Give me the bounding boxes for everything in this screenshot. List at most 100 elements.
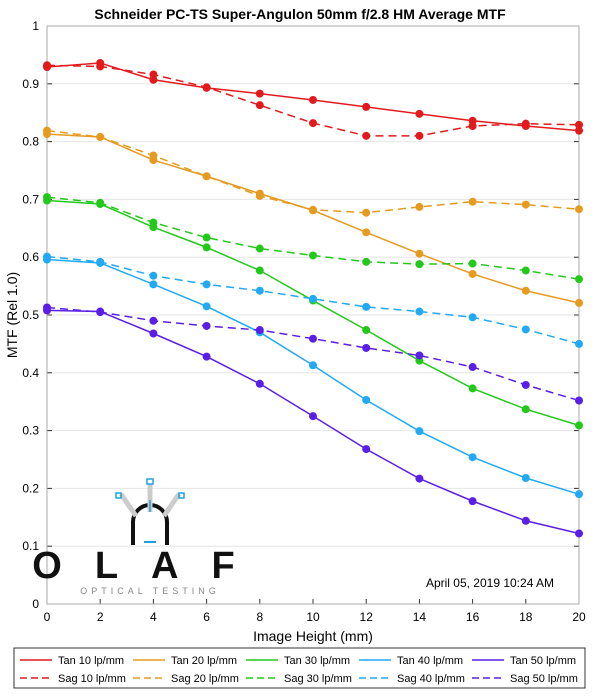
series-sag-30-lp-mm	[43, 193, 583, 284]
legend-entry: Sag 20 lp/mm	[171, 673, 239, 685]
y-tick-label: 0.3	[22, 424, 39, 438]
data-point	[309, 205, 317, 214]
legend-entry: Tan 10 lp/mm	[58, 655, 124, 667]
data-point	[575, 529, 583, 538]
y-tick-label: 0.7	[22, 192, 39, 206]
data-point	[309, 334, 317, 343]
data-point	[575, 275, 583, 284]
y-tick-label: 0.2	[22, 481, 39, 495]
series-line	[46, 306, 580, 402]
legend-entry: Tan 50 lp/mm	[510, 655, 576, 667]
data-point	[521, 380, 530, 389]
data-point	[43, 193, 51, 202]
x-tick-label: 2	[97, 610, 104, 624]
y-tick-label: 0	[32, 597, 39, 611]
data-point	[202, 172, 211, 181]
series-sag-10-lp-mm	[43, 61, 583, 140]
data-point	[309, 251, 317, 260]
legend: Tan 10 lp/mm Tan 20 lp/mm Tan 30 lp/mm Tan …	[13, 647, 586, 689]
x-tick-label: 10	[306, 610, 320, 624]
data-point	[96, 62, 105, 71]
data-point	[415, 351, 424, 360]
olaf-logo: OLAF OPTICAL TESTING	[32, 478, 267, 596]
data-point	[521, 325, 530, 334]
data-point	[362, 302, 371, 311]
series-sag-40-lp-mm	[43, 252, 583, 348]
data-point	[575, 205, 583, 214]
data-point	[521, 286, 530, 295]
data-point	[362, 257, 371, 266]
data-point	[521, 119, 530, 128]
x-tick-label: 6	[203, 610, 210, 624]
y-tick-label: 0.9	[22, 77, 39, 91]
legend-entry: Tan 20 lp/mm	[171, 655, 237, 667]
x-tick-label: 4	[150, 610, 157, 624]
data-point	[415, 307, 424, 316]
legend-entry: Sag 40 lp/mm	[397, 673, 465, 685]
plot-frame	[46, 25, 580, 605]
data-point	[149, 218, 158, 227]
data-point	[362, 326, 371, 335]
y-tick-label: 1	[32, 19, 39, 33]
x-tick-label: 8	[256, 610, 263, 624]
legend-entry: Sag 50 lp/mm	[510, 673, 578, 685]
data-point	[149, 151, 158, 160]
series-sag-20-lp-mm	[43, 126, 583, 217]
series-line	[46, 255, 580, 345]
data-point	[202, 243, 211, 252]
data-point	[575, 339, 583, 348]
x-tick-label: 20	[572, 610, 586, 624]
data-point	[468, 313, 477, 322]
series-lines	[43, 58, 583, 538]
data-point	[575, 126, 583, 135]
data-point	[202, 280, 211, 289]
data-point	[362, 343, 371, 352]
data-point	[415, 202, 424, 211]
data-point	[43, 303, 51, 312]
data-point	[202, 233, 211, 242]
logo-tagline: OPTICAL TESTING	[80, 586, 220, 596]
x-tick-label: 14	[413, 610, 427, 624]
data-point	[362, 395, 371, 404]
grid: 00.10.20.30.40.50.60.70.80.910 2 4 6 8 10 12 14…	[22, 19, 586, 624]
chart-title: Schneider PC-TS Super-Angulon 50mm f/2.8…	[94, 6, 506, 22]
data-point	[149, 329, 158, 338]
x-tick-label: 0	[44, 610, 51, 624]
data-point	[415, 131, 424, 140]
data-point	[309, 361, 317, 370]
data-point	[43, 252, 51, 261]
data-point	[43, 126, 51, 135]
data-point	[149, 316, 158, 325]
y-tick-label: 0.1	[22, 539, 39, 553]
data-point	[309, 412, 317, 421]
data-point	[468, 269, 477, 278]
x-tick-label: 12	[360, 610, 374, 624]
data-point	[362, 102, 371, 111]
data-point	[362, 228, 371, 237]
legend-entry: Tan 30 lp/mm	[284, 655, 350, 667]
data-point	[96, 198, 105, 207]
y-tick-label: 0.8	[22, 135, 39, 149]
data-point	[468, 497, 477, 506]
data-point	[415, 427, 424, 436]
data-point	[575, 120, 583, 129]
data-point	[468, 384, 477, 393]
legend-entry: Sag 30 lp/mm	[284, 673, 352, 685]
data-point	[255, 89, 264, 98]
data-point	[309, 119, 317, 128]
data-point	[575, 490, 583, 499]
data-point	[468, 259, 477, 268]
data-point	[575, 298, 583, 307]
legend-entry: Sag 10 lp/mm	[58, 673, 126, 685]
data-point	[309, 95, 317, 104]
data-point	[521, 266, 530, 275]
data-point	[255, 286, 264, 295]
data-point	[415, 260, 424, 269]
y-axis-label: MTF (Rel 1.0)	[4, 272, 20, 358]
data-point	[362, 208, 371, 217]
logo-name: OLAF	[32, 545, 267, 587]
y-tick-label: 0.5	[22, 308, 39, 322]
data-point	[43, 61, 51, 70]
